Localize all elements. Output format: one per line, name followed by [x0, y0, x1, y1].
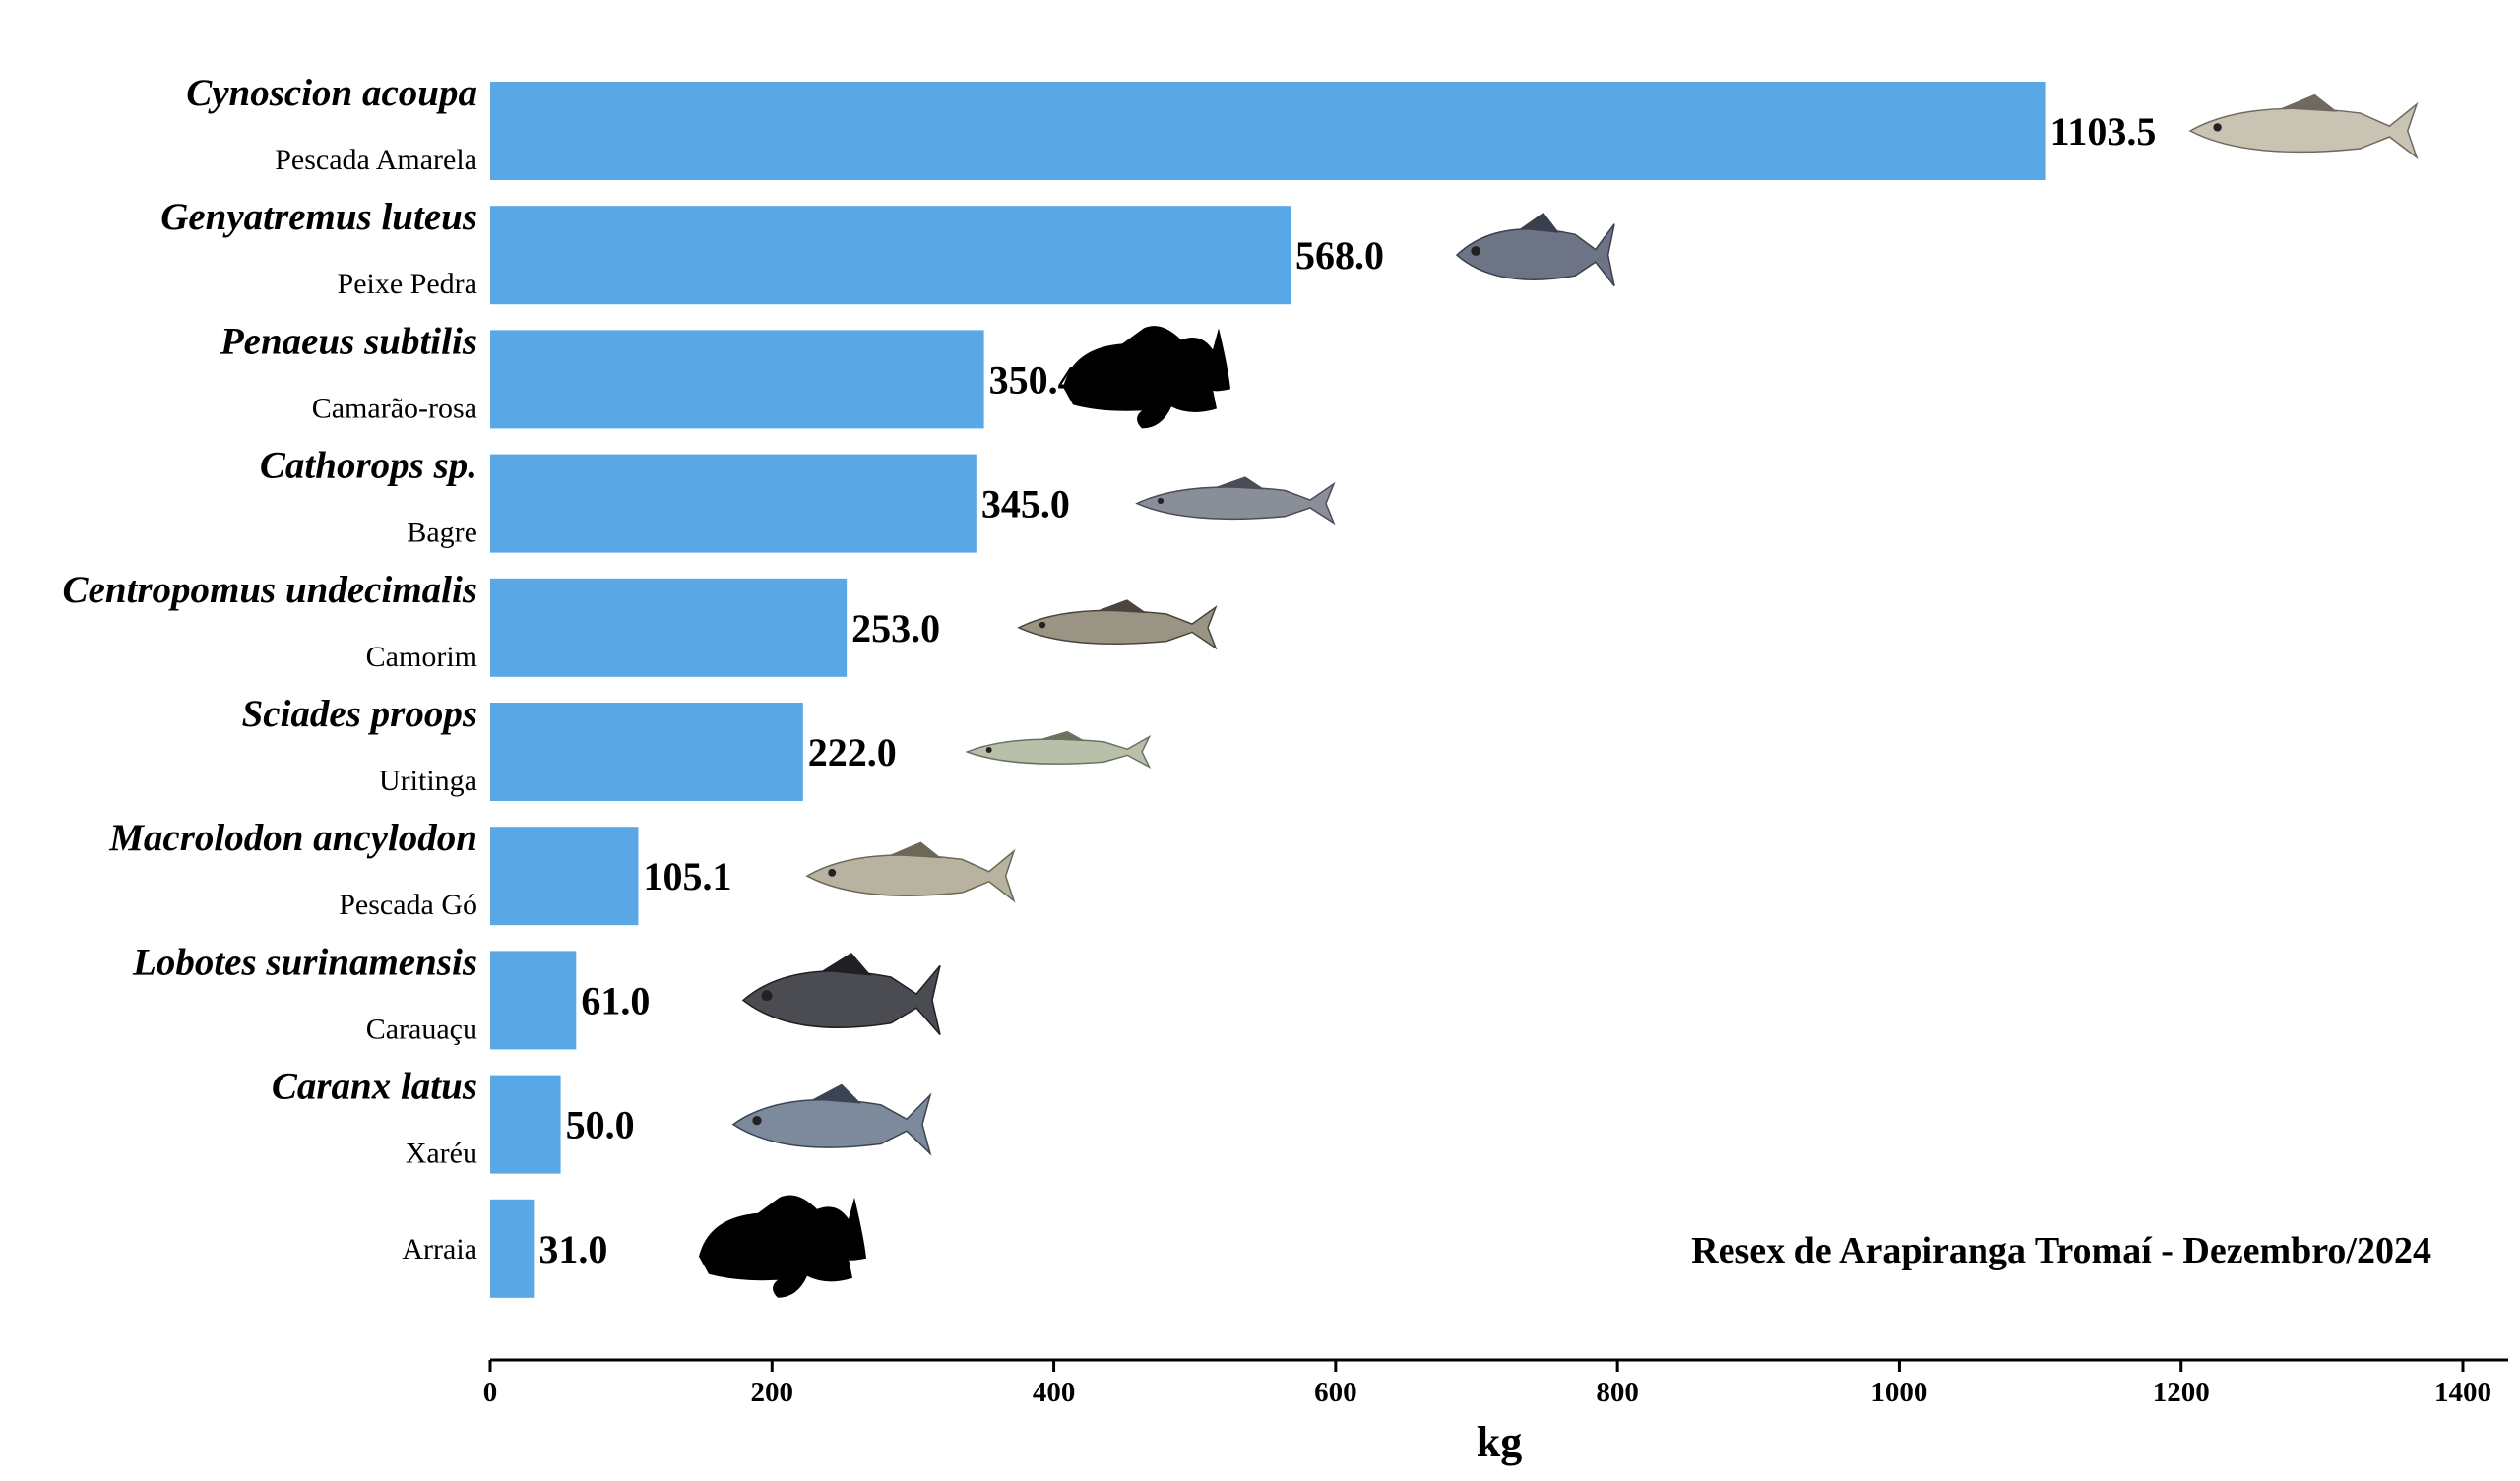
- common-name-label: Peixe Pedra: [338, 268, 477, 300]
- bar: [490, 703, 803, 801]
- bar-value-label: 1103.5: [2050, 109, 2157, 154]
- common-name-label: Carauaçu: [366, 1013, 477, 1045]
- x-axis: 0 200 400 600 800 1000 1200 1400: [483, 1358, 2508, 1408]
- bar: [490, 578, 848, 677]
- pescada-fish-icon: [2188, 93, 2419, 160]
- common-name-label: Pescada Amarela: [275, 144, 477, 176]
- bar: [490, 1199, 535, 1298]
- x-axis-label: kg: [1477, 1418, 1522, 1466]
- y-labels-layer: Cynoscion acoupa Pescada Amarela Genyatrem…: [63, 72, 478, 1265]
- scientific-name-label: Genyatremus luteus: [160, 196, 477, 238]
- bar-value-label: 105.1: [643, 854, 731, 898]
- x-tick-label: 200: [751, 1377, 794, 1408]
- bar-value-label: 350.4: [989, 357, 1078, 401]
- bar-value-label: 568.0: [1295, 233, 1384, 278]
- catfish-icon: [1135, 476, 1336, 525]
- scientific-name-label: Sciades proops: [242, 693, 477, 735]
- bar: [490, 827, 639, 926]
- scientific-name-label: Lobotes surinamensis: [132, 941, 477, 983]
- catfish-icon: [965, 730, 1152, 770]
- x-tick-label: 400: [1033, 1377, 1076, 1408]
- bar-value-label: 222.0: [808, 730, 897, 774]
- x-tick-label: 1400: [2434, 1377, 2491, 1408]
- bar-value-label: 31.0: [538, 1227, 607, 1271]
- bar: [490, 82, 2046, 180]
- fish-icons-layer: [699, 93, 2419, 1298]
- scientific-name-label: Macrolodon ancylodon: [108, 817, 477, 859]
- x-tick-label: 800: [1596, 1377, 1639, 1408]
- chart-annotation: Resex de Arapiranga Tromaí - Dezembro/20…: [1691, 1230, 2431, 1271]
- bar: [490, 1075, 561, 1174]
- peixe-pedra-fish-icon: [1455, 212, 1615, 287]
- common-name-label: Uritinga: [379, 765, 477, 797]
- scientific-name-label: Cynoscion acoupa: [186, 72, 477, 114]
- x-tick-label: 600: [1314, 1377, 1357, 1408]
- x-tick-label: 1000: [1870, 1377, 1927, 1408]
- jack-fish-icon: [731, 1083, 932, 1156]
- snook-fish-icon: [1017, 599, 1218, 650]
- bar-value-label: 253.0: [851, 606, 940, 650]
- bar-value-label: 61.0: [581, 978, 650, 1022]
- common-name-label: Arraia: [402, 1233, 477, 1265]
- bar-value-label: 50.0: [566, 1103, 635, 1147]
- common-name-label: Xaréu: [406, 1138, 477, 1170]
- common-name-label: Pescada Gó: [339, 889, 477, 921]
- scientific-name-label: Centropomus undecimalis: [63, 569, 478, 611]
- x-tick-label: 1200: [2153, 1377, 2210, 1408]
- bar: [490, 206, 1292, 305]
- common-name-label: Camorim: [366, 641, 477, 673]
- x-tick-label: 0: [483, 1377, 498, 1408]
- bars-layer: 1103.5 568.0 350.4 345.0 253.0 222.0 105.1 61.0…: [490, 82, 2156, 1298]
- silhouette-fish-icon: [699, 1195, 866, 1298]
- silhouette-fish-icon: [1063, 326, 1230, 429]
- weakfish-icon: [805, 841, 1016, 903]
- scientific-name-label: Caranx latus: [272, 1066, 477, 1108]
- bar: [490, 330, 984, 429]
- scientific-name-label: Cathorops sp.: [260, 445, 477, 487]
- common-name-label: Bagre: [407, 517, 477, 549]
- tripletail-fish-icon: [741, 953, 941, 1035]
- bar-value-label: 345.0: [981, 482, 1070, 526]
- bar: [490, 951, 577, 1050]
- common-name-label: Camarão-rosa: [312, 392, 477, 424]
- scientific-name-label: Penaeus subtilis: [220, 320, 477, 362]
- bar: [490, 454, 976, 553]
